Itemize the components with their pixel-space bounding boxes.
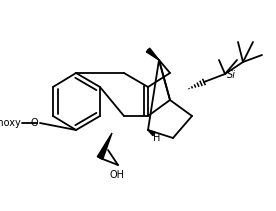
Text: O: O (30, 118, 38, 128)
Polygon shape (148, 130, 155, 136)
Polygon shape (146, 48, 159, 60)
Text: OH: OH (110, 170, 124, 180)
Text: Si: Si (227, 70, 236, 80)
Text: H: H (153, 133, 160, 143)
Polygon shape (97, 133, 112, 159)
Text: methoxy: methoxy (0, 118, 21, 128)
